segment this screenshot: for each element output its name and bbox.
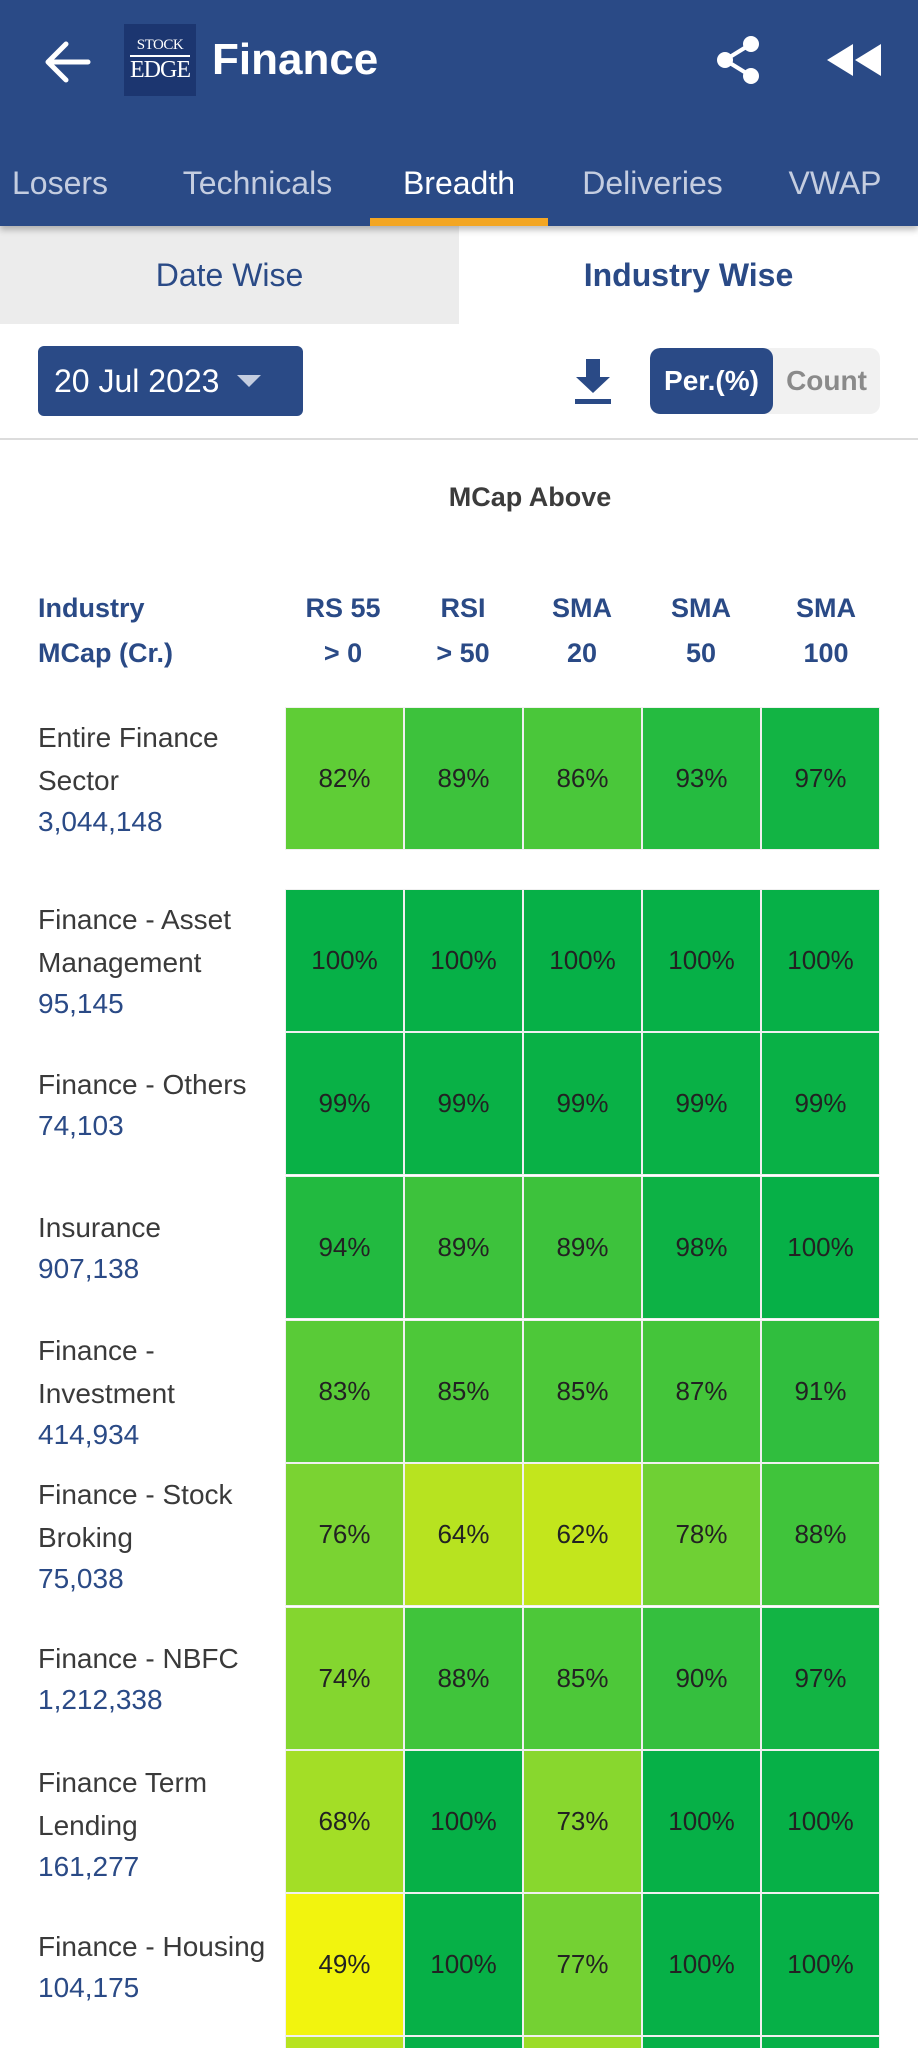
industry-column-header: Industry MCap (Cr.): [38, 586, 173, 676]
heatmap-cell[interactable]: 85%: [524, 1608, 641, 1749]
heatmap-cell[interactable]: 99%: [643, 1033, 760, 1174]
heatmap-cell[interactable]: 88%: [405, 1608, 522, 1749]
heatmap-cell-partial: [524, 2037, 641, 2048]
heatmap-cell[interactable]: 100%: [762, 1894, 879, 2035]
industry-row-label[interactable]: Entire Finance Sector 3,044,148: [38, 716, 278, 842]
section-title: MCap Above: [0, 482, 918, 513]
column-header-sma50[interactable]: SMA 50: [641, 586, 761, 676]
tab-deliveries[interactable]: Deliveries: [560, 140, 745, 226]
tab-breadth[interactable]: Breadth: [370, 140, 548, 226]
heatmap-cell[interactable]: 93%: [643, 708, 760, 849]
page-title: Finance: [212, 30, 378, 90]
heatmap-cell-partial: [643, 2037, 760, 2048]
heatmap-cell[interactable]: 99%: [762, 1033, 879, 1174]
industry-row-label[interactable]: Finance - Asset Management 95,145: [38, 898, 278, 1024]
heatmap-cell[interactable]: 100%: [405, 1894, 522, 2035]
back-arrow-icon: [44, 40, 92, 84]
date-value: 20 Jul 2023: [54, 363, 219, 400]
heatmap-cell[interactable]: 89%: [405, 1177, 522, 1318]
industry-wise-tab[interactable]: Industry Wise: [459, 226, 918, 324]
heatmap-cell[interactable]: 100%: [643, 890, 760, 1031]
heatmap-cell[interactable]: 68%: [286, 1751, 403, 1892]
active-tab-indicator: [370, 218, 548, 226]
count-option[interactable]: Count: [773, 348, 880, 414]
rewind-icon: [825, 42, 883, 78]
heatmap-cell[interactable]: 100%: [762, 890, 879, 1031]
heatmap-cell[interactable]: 88%: [762, 1464, 879, 1605]
heatmap-cell[interactable]: 85%: [524, 1321, 641, 1462]
tab-vwap[interactable]: VWAP: [770, 140, 900, 226]
industry-row-label[interactable]: Finance - Housing 104,175: [38, 1925, 278, 2008]
industry-row-label[interactable]: Finance - NBFC 1,212,338: [38, 1637, 278, 1720]
share-icon: [713, 34, 763, 86]
heatmap-cell[interactable]: 99%: [286, 1033, 403, 1174]
heatmap-cell[interactable]: 98%: [643, 1177, 760, 1318]
date-wise-tab[interactable]: Date Wise: [0, 226, 459, 324]
heatmap-cell-partial: [286, 2037, 403, 2048]
date-dropdown[interactable]: 20 Jul 2023: [38, 346, 303, 416]
percent-count-toggle[interactable]: Per.(%) Count: [650, 348, 880, 414]
column-header-rsi[interactable]: RSI > 50: [403, 586, 523, 676]
heatmap-cell[interactable]: 100%: [762, 1177, 879, 1318]
heatmap-cell[interactable]: 74%: [286, 1608, 403, 1749]
share-button[interactable]: [708, 30, 768, 90]
industry-row-label[interactable]: Finance - Stock Broking 75,038: [38, 1473, 278, 1599]
heatmap-cell[interactable]: 49%: [286, 1894, 403, 2035]
tab-bar: Losers Technicals Breadth Deliveries VWA…: [0, 140, 918, 226]
column-header-sma100[interactable]: SMA 100: [766, 586, 886, 676]
heatmap-cell-partial: [762, 2037, 879, 2048]
divider: [0, 438, 918, 440]
percent-option[interactable]: Per.(%): [650, 348, 773, 414]
heatmap-cell[interactable]: 100%: [405, 1751, 522, 1892]
industry-row-label[interactable]: Finance Term Lending 161,277: [38, 1761, 278, 1887]
column-header-sma20[interactable]: SMA 20: [522, 586, 642, 676]
column-header-rs55[interactable]: RS 55 > 0: [283, 586, 403, 676]
heatmap-cell[interactable]: 86%: [524, 708, 641, 849]
download-icon: [573, 359, 613, 405]
heatmap-cell[interactable]: 100%: [405, 890, 522, 1031]
heatmap-cell[interactable]: 77%: [524, 1894, 641, 2035]
view-mode-segment: Date Wise Industry Wise: [0, 226, 918, 324]
heatmap-cell[interactable]: 100%: [643, 1894, 760, 2035]
heatmap-cell[interactable]: 73%: [524, 1751, 641, 1892]
heatmap-cell[interactable]: 91%: [762, 1321, 879, 1462]
download-button[interactable]: [568, 356, 618, 408]
tab-technicals[interactable]: Technicals: [160, 140, 355, 226]
heatmap-cell[interactable]: 82%: [286, 708, 403, 849]
heatmap-cell[interactable]: 62%: [524, 1464, 641, 1605]
industry-row-label[interactable]: Finance - Others 74,103: [38, 1063, 278, 1146]
industry-row-label[interactable]: Finance - Investment 414,934: [38, 1329, 278, 1455]
heatmap-cell[interactable]: 100%: [643, 1751, 760, 1892]
heatmap-cell[interactable]: 85%: [405, 1321, 522, 1462]
heatmap-cell[interactable]: 89%: [405, 708, 522, 849]
heatmap-cell[interactable]: 97%: [762, 1608, 879, 1749]
heatmap-cell[interactable]: 89%: [524, 1177, 641, 1318]
heatmap-cell[interactable]: 100%: [524, 890, 641, 1031]
heatmap-cell-partial: [405, 2037, 522, 2048]
heatmap-cell[interactable]: 76%: [286, 1464, 403, 1605]
heatmap-cell[interactable]: 99%: [524, 1033, 641, 1174]
heatmap-cell[interactable]: 83%: [286, 1321, 403, 1462]
chevron-down-icon: [237, 375, 261, 387]
back-button[interactable]: [38, 32, 98, 92]
heatmap-cell[interactable]: 100%: [286, 890, 403, 1031]
heatmap-cell[interactable]: 64%: [405, 1464, 522, 1605]
heatmap-cell[interactable]: 100%: [762, 1751, 879, 1892]
heatmap-cell[interactable]: 97%: [762, 708, 879, 849]
heatmap-cell[interactable]: 87%: [643, 1321, 760, 1462]
heatmap-cell[interactable]: 99%: [405, 1033, 522, 1174]
app-header: STOCK EDGE Finance Losers Technicals Bre…: [0, 0, 918, 226]
industry-row-label[interactable]: Insurance 907,138: [38, 1206, 278, 1289]
stockedge-logo: STOCK EDGE: [124, 24, 196, 96]
heatmap-cell[interactable]: 90%: [643, 1608, 760, 1749]
heatmap-cell[interactable]: 94%: [286, 1177, 403, 1318]
heatmap-cell[interactable]: 78%: [643, 1464, 760, 1605]
rewind-button[interactable]: [818, 30, 890, 90]
tab-losers[interactable]: Losers: [0, 140, 130, 226]
